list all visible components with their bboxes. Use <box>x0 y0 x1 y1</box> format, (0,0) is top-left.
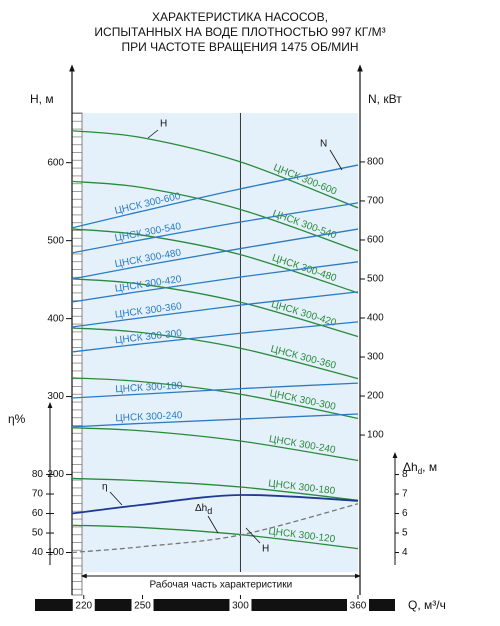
leader-line <box>329 149 343 171</box>
series-label: ЦНСК 300-180 <box>115 380 183 395</box>
x-tick-label: 220 <box>75 601 92 612</box>
series-line <box>71 291 359 328</box>
leader-line <box>147 129 159 139</box>
annotation: H <box>160 119 167 130</box>
y3-axis-title: η% <box>8 412 26 426</box>
series-line <box>71 321 359 353</box>
x-tick-bg <box>72 599 95 611</box>
series-line <box>71 377 359 420</box>
series-line <box>71 261 359 303</box>
y3-tick-label: 70 <box>32 489 44 500</box>
y2-tick-label: 600 <box>367 235 384 246</box>
x-tick-label: 250 <box>134 601 151 612</box>
y-tick-label: 100 <box>47 547 64 558</box>
series-line <box>71 180 359 252</box>
series-line <box>71 202 359 254</box>
chart-title: ХАРАКТЕРИСТИКА НАСОСОВ, <box>152 10 328 24</box>
series-line <box>71 228 359 280</box>
y3-tick-label: 40 <box>32 547 44 558</box>
series-line <box>71 327 359 380</box>
series-line <box>71 164 359 229</box>
y3-tick-label: 60 <box>32 508 44 519</box>
y4-title-sub: d <box>418 467 422 476</box>
annotation: N <box>320 139 327 150</box>
y-axis-title: H, м <box>30 92 54 106</box>
y-tick-label: 500 <box>47 235 64 246</box>
y-tick-label: 400 <box>47 313 64 324</box>
y3-tick-label: 80 <box>32 469 44 480</box>
leader-line <box>109 491 123 506</box>
series-label: ЦНСК 300-240 <box>115 410 183 424</box>
ruler-strip <box>71 112 83 596</box>
leader-line <box>245 527 261 544</box>
x-tick-bg <box>347 599 369 611</box>
x-tick-label: 300 <box>232 601 249 612</box>
y2-tick-label: 800 <box>367 157 384 168</box>
operating-range-label: Рабочая часть характеристики <box>150 579 293 591</box>
series-line <box>71 413 359 428</box>
series-line <box>71 494 359 515</box>
x-tick-bg <box>229 599 252 611</box>
curve-label-main: Δh <box>195 503 207 514</box>
chart-title: ИСПЫТАННЫХ НА ВОДЕ ПЛОТНОСТЬЮ 997 КГ/М³ <box>94 25 385 39</box>
series-line <box>71 477 359 501</box>
series-line <box>71 278 359 338</box>
y2-tick-label: 500 <box>367 274 384 285</box>
y4-tick-label: 5 <box>402 528 408 539</box>
series-line <box>71 228 359 294</box>
curve-label: Δhd <box>195 503 212 517</box>
leader-line <box>207 515 219 534</box>
x-tick-bg <box>131 599 154 611</box>
curve-label: η <box>102 482 108 493</box>
y2-tick-label: 200 <box>367 391 384 402</box>
y-tick-label: 300 <box>47 391 64 402</box>
x-axis-title: Q, м³/ч <box>408 598 446 612</box>
chart-title: ПРИ ЧАСТОТЕ ВРАЩЕНИЯ 1475 ОБ/МИН <box>122 40 359 54</box>
series-line <box>71 427 359 462</box>
series-line <box>71 382 359 399</box>
series-line <box>71 503 359 554</box>
y2-tick-label: 100 <box>367 430 384 441</box>
y-tick-label: 600 <box>47 157 64 168</box>
series-line <box>71 130 359 209</box>
annotation: H <box>262 544 269 555</box>
y4-tick-label: 6 <box>402 508 408 519</box>
y4-title-unit: , м <box>422 460 437 474</box>
y2-tick-label: 700 <box>367 196 384 207</box>
y3-tick-label: 50 <box>32 528 44 539</box>
y2-axis-title: N, кВт <box>368 92 402 106</box>
series-line <box>71 524 359 550</box>
curve-label-sub: d <box>207 506 212 516</box>
q-axis-bar <box>35 599 395 611</box>
y2-tick-label: 300 <box>367 352 384 363</box>
x-tick-label: 360 <box>350 601 367 612</box>
y4-axis-title: Δhd, м <box>403 460 437 476</box>
y2-tick-label: 400 <box>367 313 384 324</box>
y-tick-label: 200 <box>47 469 64 480</box>
y4-tick-label: 7 <box>402 489 408 500</box>
y4-tick-label: 8 <box>402 469 408 480</box>
y4-title-main: Δh <box>403 460 418 474</box>
y4-tick-label: 4 <box>402 547 408 558</box>
